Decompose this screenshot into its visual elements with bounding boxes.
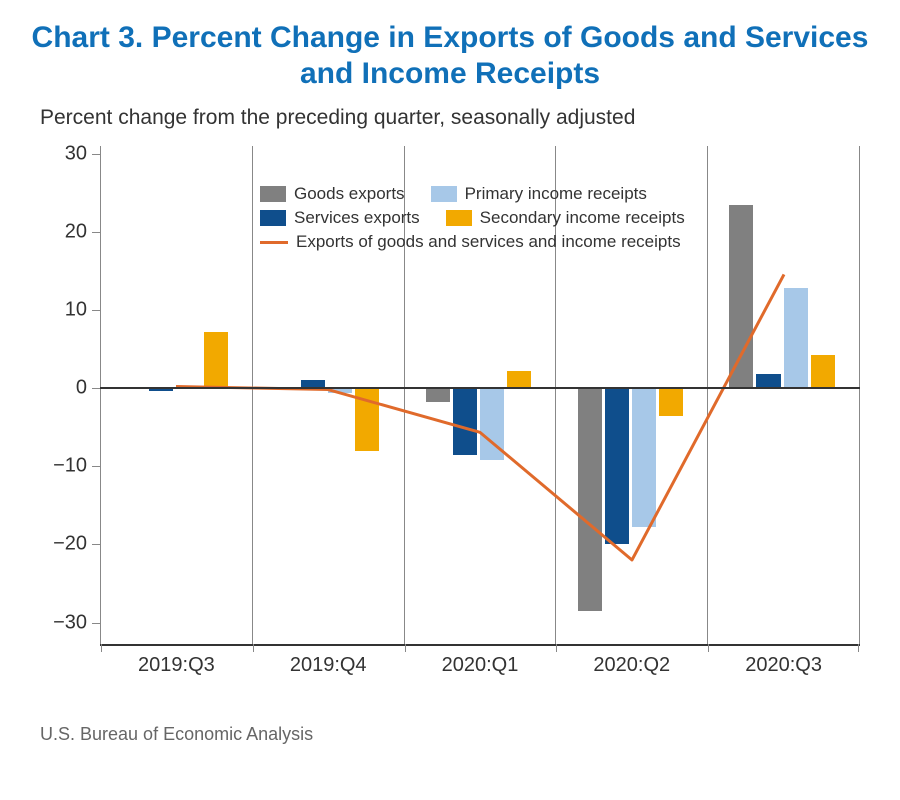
xtick-mark xyxy=(101,644,102,652)
chart-title: Chart 3. Percent Change in Exports of Go… xyxy=(30,20,870,92)
ytick-label: 30 xyxy=(32,142,87,165)
xtick-label: 2019:Q3 xyxy=(101,644,252,677)
legend-label: Primary income receipts xyxy=(465,184,647,204)
category-column: 2019:Q3 xyxy=(100,146,253,644)
xtick-mark xyxy=(858,644,859,652)
bar-secondary xyxy=(659,388,683,415)
legend-label: Goods exports xyxy=(294,184,405,204)
ytick-mark xyxy=(92,310,100,311)
bar-services xyxy=(453,388,477,454)
xtick-mark xyxy=(405,644,406,652)
ytick-mark xyxy=(92,544,100,545)
ytick-mark xyxy=(92,154,100,155)
ytick-mark xyxy=(92,232,100,233)
legend-label: Secondary income receipts xyxy=(480,208,685,228)
bar-goods xyxy=(426,388,450,402)
xtick-label: 2020:Q3 xyxy=(708,644,859,677)
swatch-goods xyxy=(260,186,286,202)
swatch-primary xyxy=(431,186,457,202)
bar-primary xyxy=(784,288,808,388)
legend-label: Services exports xyxy=(294,208,420,228)
ytick-mark xyxy=(92,623,100,624)
chart-container: 2019:Q32019:Q42020:Q12020:Q22020:Q3 Good… xyxy=(30,136,870,696)
legend-item-services: Services exports xyxy=(260,208,420,228)
source-attribution: U.S. Bureau of Economic Analysis xyxy=(30,724,870,745)
ytick-label: −10 xyxy=(32,455,87,478)
legend-item-line: Exports of goods and services and income… xyxy=(260,232,681,252)
xtick-mark xyxy=(708,644,709,652)
bar-primary xyxy=(632,388,656,527)
ytick-label: 10 xyxy=(32,299,87,322)
bar-secondary xyxy=(204,332,228,388)
legend-item-goods: Goods exports xyxy=(260,184,405,204)
xtick-mark xyxy=(253,644,254,652)
swatch-line xyxy=(260,241,288,244)
bar-secondary xyxy=(355,388,379,451)
chart-subtitle: Percent change from the preceding quarte… xyxy=(30,106,870,130)
xtick-label: 2020:Q2 xyxy=(556,644,707,677)
zero-axis xyxy=(100,387,860,389)
ytick-mark xyxy=(92,388,100,389)
legend: Goods exports Primary income receipts Se… xyxy=(260,184,770,256)
ytick-label: 20 xyxy=(32,220,87,243)
ytick-label: −30 xyxy=(32,611,87,634)
ytick-label: −20 xyxy=(32,533,87,556)
ytick-label: 0 xyxy=(32,377,87,400)
xtick-mark xyxy=(556,644,557,652)
swatch-secondary xyxy=(446,210,472,226)
plot-area: 2019:Q32019:Q42020:Q12020:Q22020:Q3 Good… xyxy=(100,146,860,646)
bar-primary xyxy=(480,388,504,460)
legend-label: Exports of goods and services and income… xyxy=(296,232,681,252)
bar-goods xyxy=(578,388,602,611)
legend-item-primary: Primary income receipts xyxy=(431,184,647,204)
bar-secondary xyxy=(811,355,835,388)
ytick-mark xyxy=(92,466,100,467)
xtick-label: 2019:Q4 xyxy=(253,644,404,677)
bar-services xyxy=(605,388,629,544)
legend-item-secondary: Secondary income receipts xyxy=(446,208,685,228)
swatch-services xyxy=(260,210,286,226)
bar-services xyxy=(756,374,780,388)
bar-secondary xyxy=(507,371,531,388)
xtick-label: 2020:Q1 xyxy=(405,644,556,677)
